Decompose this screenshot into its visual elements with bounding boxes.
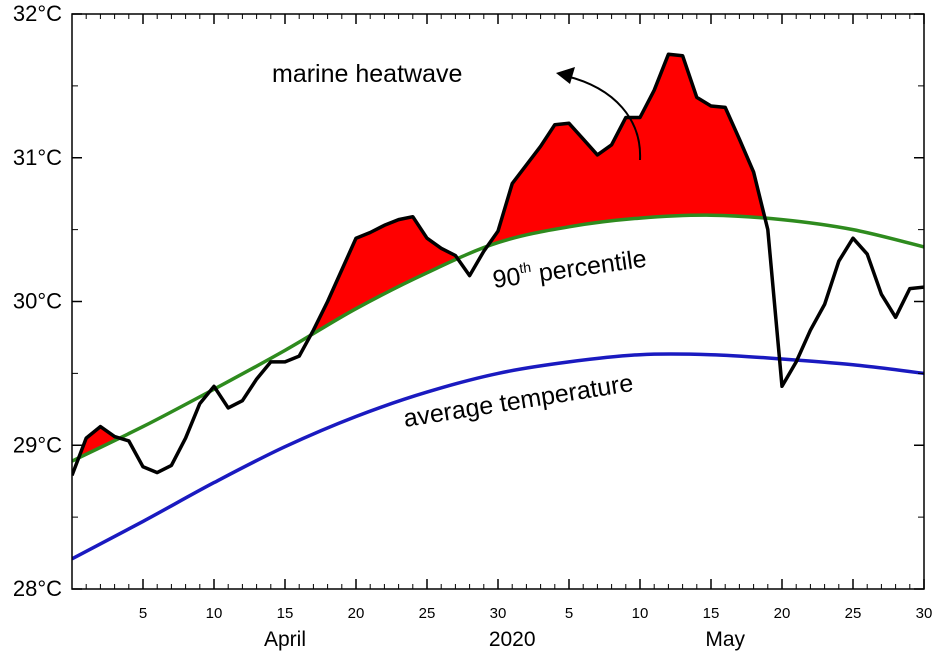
heatwave-area-4 <box>486 54 766 248</box>
tick-labels-layer: 5 10 15 20 25 30 5 10 15 20 25 30 April 2020 May 28°C 29… <box>13 1 933 651</box>
ticks-layer <box>71 13 925 590</box>
x-tick-label: 15 <box>703 605 720 622</box>
average-label: average temperature <box>402 369 636 433</box>
x-tick-label: 30 <box>916 605 933 622</box>
x-tick-label: 25 <box>419 605 436 622</box>
series-line-observed <box>72 52 924 477</box>
heatwave-area-3 <box>310 216 459 336</box>
y-tick-label: 28°C <box>13 576 62 601</box>
percentile-label-sup: th <box>518 259 532 276</box>
x-tick-label: 15 <box>277 605 294 622</box>
y-tick-label: 30°C <box>13 289 62 314</box>
x-tick-label: 30 <box>490 605 507 622</box>
series-layer <box>72 52 924 561</box>
y-tick-label: 31°C <box>13 145 62 170</box>
x-tick-label: 20 <box>774 605 791 622</box>
x-tick-label: 10 <box>206 605 223 622</box>
x-tick-label: 5 <box>565 605 573 622</box>
percentile-label-number: 90 <box>491 262 522 294</box>
x-month-label: April <box>264 628 306 651</box>
heatwave-fill-layer <box>78 54 766 458</box>
x-month-label: May <box>705 628 745 651</box>
x-month-label: 2020 <box>489 628 536 651</box>
y-tick-label: 29°C <box>13 432 62 457</box>
plot-frame <box>71 13 925 590</box>
x-tick-label: 20 <box>348 605 365 622</box>
percentile-label-text: percentile <box>530 245 648 289</box>
heatwave-label: marine heatwave <box>272 60 462 88</box>
percentile-label: 90th percentile <box>491 243 649 294</box>
series-line-90th-percentile <box>72 213 924 463</box>
x-tick-label: 5 <box>139 605 147 622</box>
x-tick-label: 10 <box>632 605 649 622</box>
heatwave-arrow <box>565 75 642 161</box>
y-tick-label: 32°C <box>13 1 62 26</box>
x-tick-label: 25 <box>845 605 862 622</box>
series-line-average <box>72 352 924 561</box>
heatwave-arrowhead <box>556 67 575 84</box>
